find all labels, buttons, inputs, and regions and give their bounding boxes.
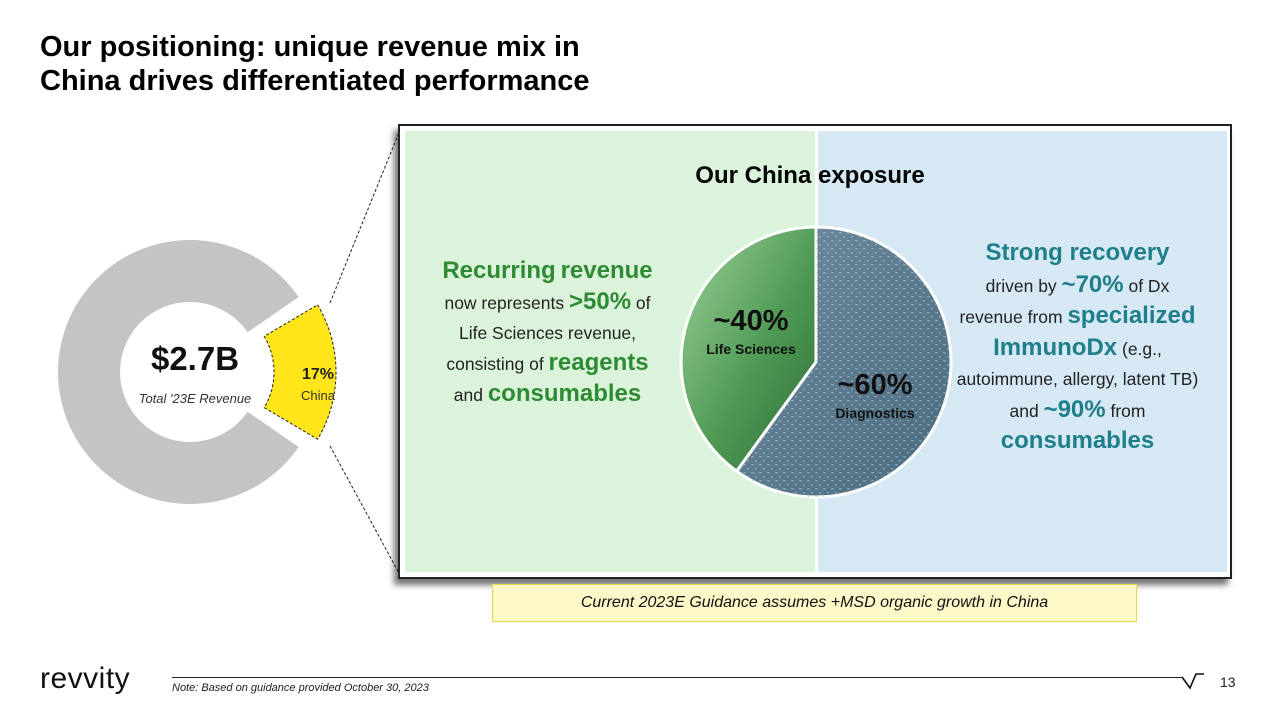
pie-diagnostics-label: Diagnostics bbox=[835, 405, 915, 421]
slide-title: Our positioning: unique revenue mix in C… bbox=[40, 30, 740, 98]
svg-text:revvity: revvity bbox=[40, 662, 130, 695]
china-share-label: China bbox=[301, 388, 335, 403]
footer-note: Note: Based on guidance provided October… bbox=[172, 682, 429, 694]
life-sciences-description: Recurring revenue now represents >50% of… bbox=[442, 257, 653, 407]
slide-title-line1: Our positioning: unique revenue mix in bbox=[40, 31, 580, 63]
footer-divider bbox=[172, 677, 1182, 678]
pie-life-sciences-label: Life Sciences bbox=[706, 341, 796, 357]
page-number: 13 bbox=[1220, 674, 1236, 690]
pie-slice-diagnostics-texture bbox=[736, 227, 951, 497]
diagnostics-description: Strong recovery driven by ~70% of Dx reve… bbox=[956, 239, 1199, 454]
china-exposure-pie bbox=[679, 225, 953, 499]
revvity-logo: revvity bbox=[40, 662, 130, 695]
pie-diagnostics-value: ~60% bbox=[837, 369, 913, 401]
pie-life-sciences-value: ~40% bbox=[713, 305, 789, 337]
donut-rest-segment bbox=[58, 240, 299, 504]
donut-china-segment bbox=[263, 304, 337, 440]
pie-slice-life-sciences bbox=[679, 225, 818, 474]
panel-title: Our China exposure bbox=[695, 162, 925, 189]
revvity-mark-icon bbox=[1181, 673, 1204, 690]
china-share-value: 17% bbox=[301, 366, 335, 383]
guidance-callout: Current 2023E Guidance assumes +MSD orga… bbox=[492, 584, 1137, 622]
slide-title-line2: China drives differentiated performance bbox=[40, 65, 590, 97]
total-revenue-label: Total '23E Revenue bbox=[138, 391, 252, 406]
callout-line-bottom bbox=[329, 445, 401, 576]
callout-line-top bbox=[329, 129, 401, 304]
total-revenue-value: $2.7B bbox=[150, 340, 240, 377]
